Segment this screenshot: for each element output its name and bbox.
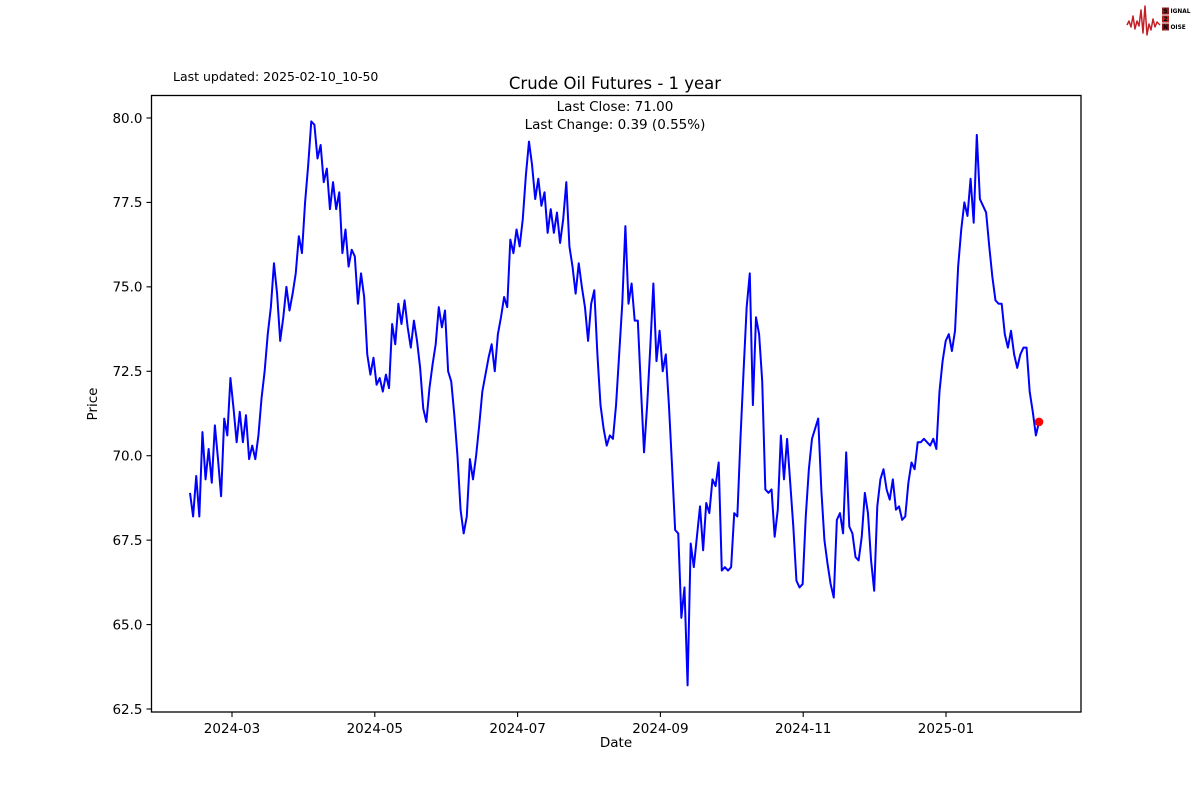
x-tick-label: 2024-11 [775, 721, 831, 737]
x-axis-label: Date [600, 735, 632, 751]
last-updated-text: Last updated: 2025-02-10_10-50 [173, 69, 378, 84]
annotation-last-change: Last Change: 0.39 (0.55%) [525, 117, 706, 133]
plot-border [150, 94, 1082, 713]
y-tick-label: 65.0 [112, 617, 142, 633]
logo-text-oise: OISE [1171, 25, 1186, 31]
x-axis-ticks: 2024-03 2024-05 2024-07 2024-09 2024-11 2025-… [204, 712, 974, 737]
chart-title: Crude Oil Futures - 1 year [509, 74, 721, 93]
y-tick-label: 77.5 [112, 195, 142, 211]
x-tick-label: 2025-01 [918, 721, 974, 737]
y-axis-ticks: 80.0 77.5 75.0 72.5 70.0 67.5 65.0 62.5 [112, 111, 152, 718]
x-tick-label: 2024-09 [632, 721, 688, 737]
y-tick-label: 62.5 [112, 702, 142, 718]
y-axis-label: Price [85, 388, 101, 421]
price-line-group [189, 120, 1044, 687]
annotation-last-close: Last Close: 71.00 [557, 99, 674, 115]
y-tick-label: 70.0 [112, 449, 142, 465]
y-tick-label: 72.5 [112, 364, 142, 380]
logo-digit-2: 2 [1163, 17, 1167, 23]
x-tick-label: 2024-03 [204, 721, 260, 737]
y-tick-label: 67.5 [112, 533, 142, 549]
x-tick-label: 2024-05 [347, 721, 403, 737]
logo-letter-s: S [1163, 9, 1167, 15]
signal2noise-logo: S IGNAL 2 N OISE [1126, 5, 1191, 36]
logo-box-2 [1162, 15, 1169, 23]
y-tick-label: 80.0 [112, 111, 142, 127]
x-tick-label: 2024-07 [489, 721, 545, 737]
logo-letter-n: N [1163, 25, 1168, 31]
last-close-marker [1034, 417, 1044, 427]
y-tick-label: 75.0 [112, 280, 142, 296]
logo-text-ignal: IGNAL [1171, 9, 1191, 15]
price-line [189, 120, 1040, 687]
ecg-waveform-icon [1126, 5, 1161, 36]
logo-box-s [1162, 7, 1169, 15]
logo-box-n [1162, 23, 1169, 31]
